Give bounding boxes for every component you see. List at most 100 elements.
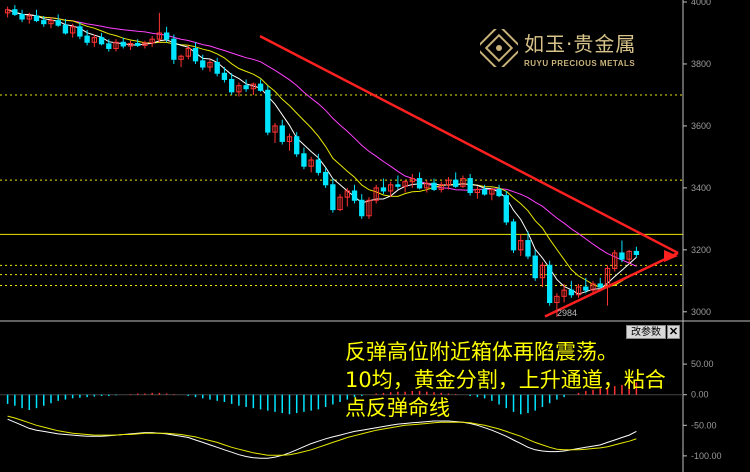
candle-body [4,9,11,14]
candle-body [120,41,126,47]
candle-body [568,289,575,296]
candle-body [214,61,220,74]
candle-body [207,61,213,68]
candle-body [192,47,199,62]
candle-body [26,15,32,20]
candle-body [445,179,452,186]
change-params-button[interactable]: 改参数 [626,325,666,339]
macd-tick-label: -100.00 [691,451,722,461]
trendline-lower [544,251,679,318]
candle-body [301,153,307,167]
candle-body [135,43,141,46]
price-tick-label: 3600 [691,121,711,131]
candle-body [373,187,379,201]
candle-body [12,9,18,15]
candle-body [322,171,329,186]
macd-dea-line [7,415,637,456]
logo-cn-text: 如玉·贵金属 [524,32,637,56]
candle-body [98,37,105,45]
annotation-line-3: 点反弹命线 [345,396,450,420]
candle-body [228,78,235,93]
candle-body [409,178,416,183]
candle-body [272,125,278,133]
candle-body [481,188,488,195]
candle-body [178,55,184,60]
candle-body [575,286,582,296]
price-tick-label: 3800 [691,59,711,69]
candle-body [351,190,358,201]
candle-body [265,89,271,133]
candle-body [561,289,567,297]
candle-body [344,190,350,198]
candle-body [380,187,387,192]
candle-body [257,83,264,91]
candle-body [243,85,249,90]
candle-body [163,32,170,40]
candle-body [48,20,54,25]
candle-body [416,178,423,189]
candle-body [185,47,191,57]
candle-body [590,283,596,291]
candle-body [33,15,40,22]
candle-body [619,252,625,260]
candle-body [55,20,61,26]
ruyu-logo-icon [480,29,518,67]
candle-body [236,85,242,93]
price-tick-label: 4000 [691,0,711,7]
candle-body [395,184,401,187]
candle-body [106,43,112,49]
candle-body [91,37,98,43]
candle-body [532,255,538,279]
candle-body [200,60,206,68]
candle-body [113,41,119,49]
candle-body [503,195,509,223]
analysis-annotation: 反弹高位附近箱体再陷震荡。 10均，黄金分割，上升通道，粘合 点反弹命线 [345,338,666,422]
candle-body [156,32,163,40]
candle-body [366,199,372,217]
candle-body [294,136,300,155]
candle-body [149,38,155,44]
candle-body [474,188,481,194]
candle-body [286,136,293,142]
candle-body [518,240,524,251]
candle-body [438,184,444,190]
candle-body [554,295,560,304]
candle-body [597,283,603,288]
candle-body [510,221,517,251]
candle-body [431,182,437,190]
macd-tick-label: 0.00 [691,390,709,400]
ma-yellow-line [7,9,637,289]
candle-body [19,13,25,20]
price-tick-label: 3200 [691,245,711,255]
ma-white-line [7,9,637,295]
candle-body [460,178,466,187]
candle-body [387,184,394,192]
macd-dif-line [7,418,637,459]
annotation-line-1: 反弹高位附近箱体再陷震荡。 [345,340,618,364]
candle-body [359,199,365,217]
candle-body [525,240,531,257]
candle-body [127,43,134,47]
close-indicator-button[interactable]: ✕ [667,325,680,339]
candle-body [337,196,343,211]
logo-en-text: RUYU PRECIOUS METALS [524,59,636,68]
candle-body [539,264,546,279]
annotation-line-2: 10均，黄金分割，上升通道，粘合 [345,368,666,392]
macd-tick-label: -50.00 [691,420,717,430]
candle-body [402,181,408,187]
brand-logo: 如玉·贵金属 RUYU PRECIOUS METALS [480,28,636,68]
candle-body [77,26,83,37]
price-tick-label: 3000 [691,307,711,317]
candle-body [467,178,473,194]
price-tick-label: 3400 [691,183,711,193]
ma-magenta-line [7,9,637,267]
candle-body [221,72,228,80]
candle-body [633,250,640,255]
candle-body [330,184,336,211]
candle-body [250,83,257,90]
candle-body [315,159,322,173]
candle-body [612,252,618,269]
candle-body [62,24,69,34]
